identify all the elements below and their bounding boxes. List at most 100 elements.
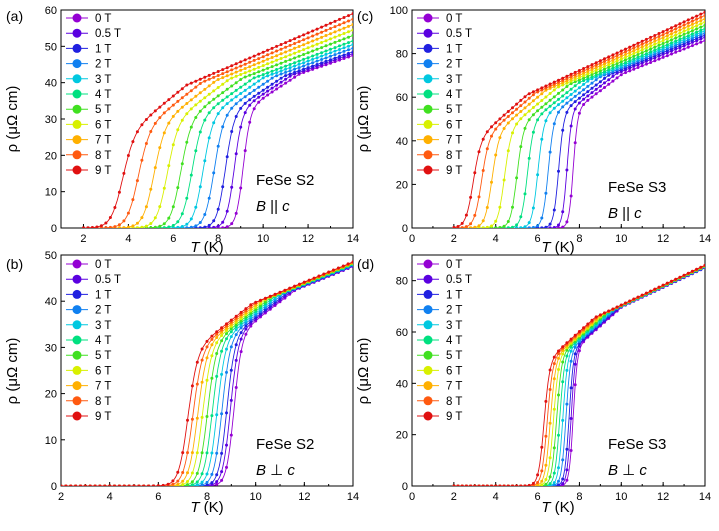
data-point bbox=[205, 480, 209, 484]
data-point bbox=[302, 57, 306, 61]
data-point bbox=[195, 483, 199, 486]
data-point bbox=[586, 98, 590, 102]
data-point bbox=[203, 118, 207, 122]
data-point bbox=[244, 309, 248, 313]
data-point bbox=[548, 82, 552, 86]
data-point bbox=[329, 21, 332, 25]
data-point bbox=[297, 35, 301, 39]
data-point bbox=[515, 107, 519, 111]
sample-label: FeSe S2 bbox=[256, 172, 314, 189]
data-point bbox=[552, 122, 556, 126]
data-point bbox=[586, 72, 590, 76]
data-point bbox=[561, 79, 565, 82]
data-point bbox=[225, 87, 229, 91]
x-tick-label: 8 bbox=[576, 233, 582, 245]
data-point bbox=[540, 469, 544, 473]
data-point bbox=[252, 107, 256, 111]
data-point bbox=[176, 220, 180, 224]
data-point bbox=[561, 83, 565, 87]
data-point bbox=[230, 98, 234, 102]
data-point bbox=[333, 25, 337, 29]
data-point bbox=[221, 226, 225, 228]
data-point bbox=[249, 322, 253, 325]
data-point bbox=[259, 310, 262, 314]
data-point bbox=[619, 60, 623, 64]
data-point bbox=[203, 87, 207, 91]
data-point bbox=[577, 349, 581, 353]
data-point bbox=[519, 145, 523, 149]
data-point bbox=[657, 46, 661, 50]
data-point bbox=[185, 140, 189, 144]
data-point bbox=[598, 313, 602, 317]
data-point bbox=[312, 276, 316, 280]
data-point bbox=[205, 451, 209, 455]
legend-label: 0 T bbox=[446, 13, 462, 25]
data-point bbox=[346, 262, 350, 266]
data-point bbox=[239, 68, 243, 72]
data-point bbox=[229, 318, 233, 322]
data-point bbox=[531, 90, 535, 94]
data-point bbox=[266, 62, 270, 66]
data-point bbox=[569, 93, 573, 96]
data-point bbox=[624, 61, 627, 65]
data-point bbox=[661, 39, 665, 42]
data-point bbox=[640, 48, 644, 52]
data-point bbox=[515, 176, 519, 180]
legend-marker bbox=[72, 259, 82, 269]
data-point bbox=[569, 449, 573, 452]
data-point bbox=[162, 226, 166, 228]
data-point bbox=[561, 81, 565, 85]
data-point bbox=[311, 54, 315, 58]
data-point bbox=[82, 226, 85, 228]
data-point bbox=[333, 40, 337, 44]
data-point bbox=[557, 433, 560, 437]
data-point bbox=[288, 48, 292, 52]
data-point bbox=[200, 347, 204, 351]
data-point bbox=[210, 481, 214, 485]
data-point bbox=[494, 219, 498, 223]
data-point bbox=[315, 32, 319, 36]
data-point bbox=[678, 275, 682, 279]
sample-label: FeSe S3 bbox=[608, 436, 666, 453]
data-point bbox=[249, 317, 253, 321]
data-point bbox=[215, 336, 219, 339]
data-point bbox=[494, 226, 498, 228]
data-point bbox=[320, 51, 324, 55]
data-point bbox=[561, 345, 565, 349]
data-point bbox=[686, 40, 690, 44]
data-point bbox=[234, 320, 238, 324]
data-point bbox=[670, 279, 673, 283]
data-point bbox=[490, 125, 493, 129]
data-point bbox=[215, 480, 219, 484]
data-point bbox=[229, 368, 233, 372]
data-point bbox=[540, 216, 544, 220]
series-line-7T bbox=[453, 265, 705, 486]
data-point bbox=[632, 57, 636, 61]
data-point bbox=[632, 52, 636, 55]
data-point bbox=[156, 484, 160, 486]
data-point bbox=[230, 185, 234, 189]
data-point bbox=[189, 217, 193, 221]
data-point bbox=[229, 330, 233, 334]
data-point bbox=[557, 97, 560, 101]
data-point bbox=[640, 51, 644, 55]
data-point bbox=[347, 51, 350, 55]
data-point bbox=[565, 91, 569, 95]
data-point bbox=[171, 479, 175, 483]
data-point bbox=[511, 205, 514, 209]
data-point bbox=[657, 285, 661, 289]
data-point bbox=[216, 102, 220, 106]
data-point bbox=[586, 67, 590, 71]
y-tick-label: 0 bbox=[51, 481, 57, 493]
data-point bbox=[234, 328, 238, 332]
legend: 0 T 0.5 T 1 T 2 T 3 T 4 T 5 T 6 T 7 T 8 T 9 T bbox=[66, 259, 121, 423]
data-point bbox=[140, 123, 144, 127]
data-point bbox=[682, 26, 686, 30]
data-point bbox=[225, 465, 228, 469]
data-point bbox=[207, 196, 211, 200]
data-point bbox=[257, 52, 261, 56]
data-point bbox=[230, 68, 234, 72]
data-point bbox=[338, 23, 341, 27]
data-point bbox=[544, 86, 548, 90]
data-point bbox=[548, 84, 552, 88]
